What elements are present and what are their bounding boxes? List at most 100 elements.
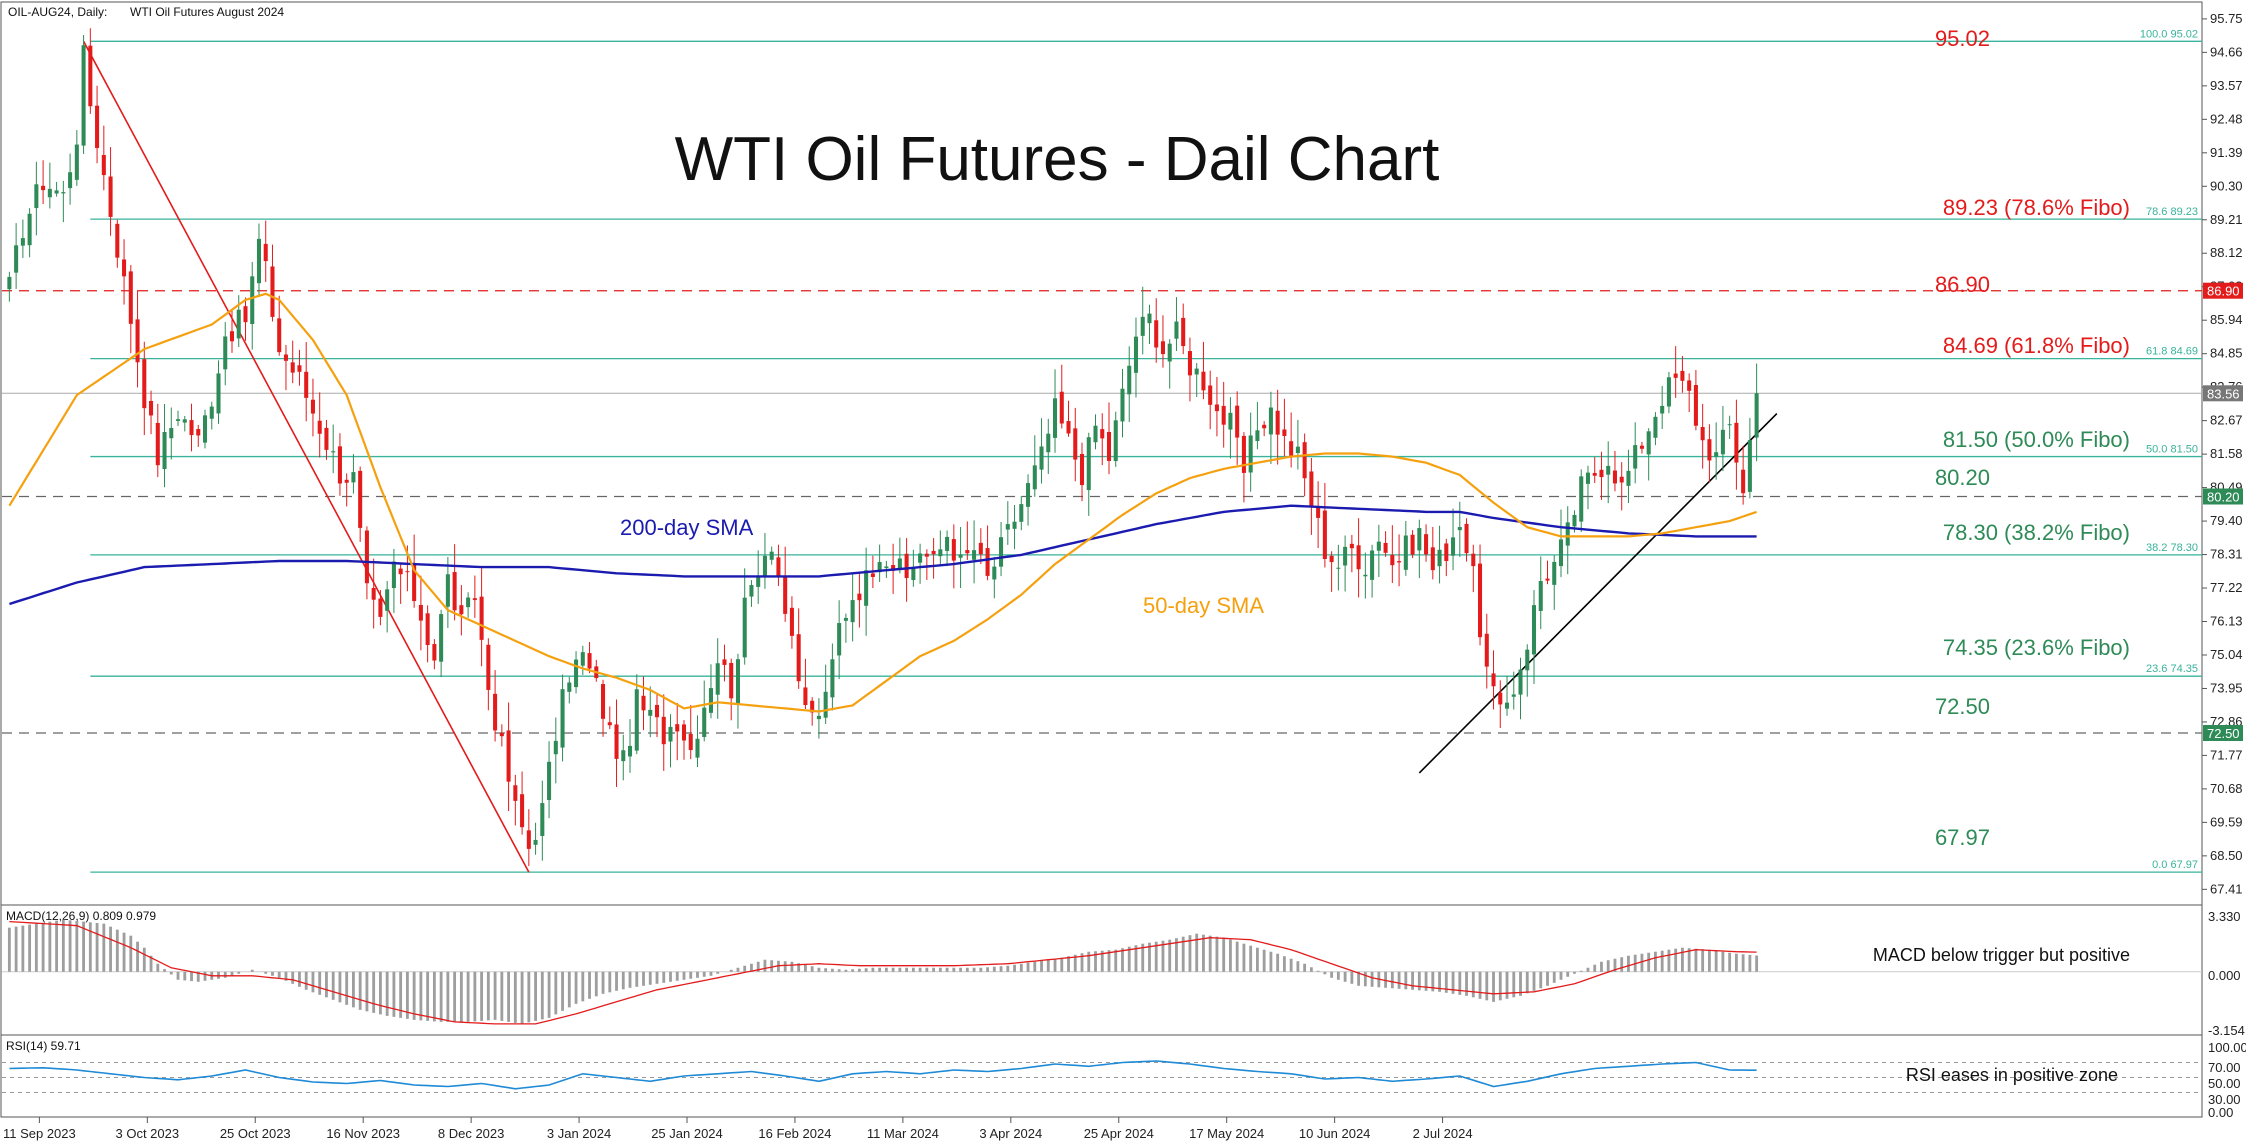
time-tick-label: 25 Oct 2023 xyxy=(220,1126,291,1141)
candle xyxy=(1741,445,1746,505)
candle-body xyxy=(776,557,781,577)
candle xyxy=(1525,644,1530,697)
candle-body xyxy=(223,336,228,370)
candle-body xyxy=(358,470,363,528)
candle xyxy=(850,572,855,642)
candle-body xyxy=(1322,510,1327,559)
candle xyxy=(398,563,403,604)
candle-body xyxy=(1457,527,1462,531)
candle-body xyxy=(1403,535,1408,570)
candle xyxy=(20,219,25,258)
instrument-description: WTI Oil Futures August 2024 xyxy=(130,5,284,19)
candle xyxy=(1538,556,1543,630)
candle-body xyxy=(1633,445,1638,469)
candle-body xyxy=(560,689,565,748)
candle-body xyxy=(1120,388,1125,422)
candle xyxy=(540,780,545,861)
price-tick-label: 76.13 xyxy=(2210,614,2243,629)
candle xyxy=(1113,411,1118,467)
candle xyxy=(931,538,936,579)
candle xyxy=(176,410,181,426)
candle xyxy=(1370,544,1375,598)
candle xyxy=(762,533,767,589)
candle-body xyxy=(547,761,552,801)
candle xyxy=(1241,432,1246,503)
candle-body xyxy=(810,700,815,713)
price-tick-label: 77.22 xyxy=(2210,580,2243,595)
candle xyxy=(783,546,788,622)
candle xyxy=(1430,526,1435,580)
candle xyxy=(74,130,79,186)
candle xyxy=(1747,417,1752,499)
candle xyxy=(149,390,154,435)
candle-body xyxy=(722,659,727,665)
candle xyxy=(68,153,73,205)
candle-body xyxy=(317,420,322,434)
candle xyxy=(1282,398,1287,457)
candle xyxy=(61,180,66,223)
candle-body xyxy=(486,644,491,690)
candle-body xyxy=(864,570,869,606)
candle-body xyxy=(1187,351,1192,376)
candle xyxy=(41,160,46,205)
candle-body xyxy=(520,794,525,828)
candle-body xyxy=(270,266,275,317)
candle-body xyxy=(1262,424,1267,429)
candle-body xyxy=(1106,432,1112,461)
candle-body xyxy=(1673,373,1678,378)
candle-body xyxy=(1734,422,1739,463)
level-8923-label: 89.23 (78.6% Fibo) xyxy=(1943,195,2130,220)
price-tag-last-bg xyxy=(2203,385,2243,402)
candle-body xyxy=(250,276,255,324)
candle xyxy=(277,295,282,356)
candle xyxy=(1079,442,1085,502)
candle-body xyxy=(88,45,93,107)
candle xyxy=(1221,381,1226,448)
candle-body xyxy=(101,154,106,176)
candle-body xyxy=(122,259,127,277)
candle-body xyxy=(870,573,875,577)
candle xyxy=(493,670,498,742)
candle-body xyxy=(432,644,437,661)
rsi-tick-0: 0.00 xyxy=(2208,1105,2233,1120)
candle xyxy=(1471,544,1476,593)
price-tick-label: 92.48 xyxy=(2210,111,2243,126)
candle xyxy=(533,822,538,855)
candle xyxy=(378,590,383,626)
candle-body xyxy=(1599,469,1604,478)
candle xyxy=(1154,298,1159,363)
candle xyxy=(250,261,255,350)
candle-body xyxy=(567,682,572,692)
candle xyxy=(843,613,848,643)
candle xyxy=(520,771,525,835)
candle-body xyxy=(1585,472,1590,484)
price-tick-label: 93.57 xyxy=(2210,78,2243,93)
candle xyxy=(1120,368,1125,438)
candle xyxy=(1558,509,1564,578)
candle-body xyxy=(1039,446,1044,470)
rsi-tick-50: 50.00 xyxy=(2208,1076,2241,1091)
candle xyxy=(513,774,518,826)
candle xyxy=(1545,560,1550,585)
candle-body xyxy=(324,427,329,450)
candle xyxy=(1451,508,1456,571)
candle xyxy=(1127,346,1132,422)
candle-body xyxy=(155,422,160,466)
candle-body xyxy=(850,600,855,623)
candle-body xyxy=(1336,567,1341,569)
candle xyxy=(337,433,342,496)
candle xyxy=(1511,671,1516,710)
candle-body xyxy=(1498,692,1503,705)
candle xyxy=(634,674,639,755)
candle xyxy=(1437,525,1442,584)
candle-body xyxy=(34,184,39,209)
candle-body xyxy=(1680,370,1685,381)
candle xyxy=(715,638,720,719)
candle-body xyxy=(95,105,100,148)
candle xyxy=(1376,524,1381,577)
candle xyxy=(445,556,450,628)
candle xyxy=(823,664,828,725)
candle xyxy=(702,680,707,742)
price-tag-8020: 80.20 xyxy=(2207,490,2240,505)
candle-body xyxy=(1592,472,1597,476)
